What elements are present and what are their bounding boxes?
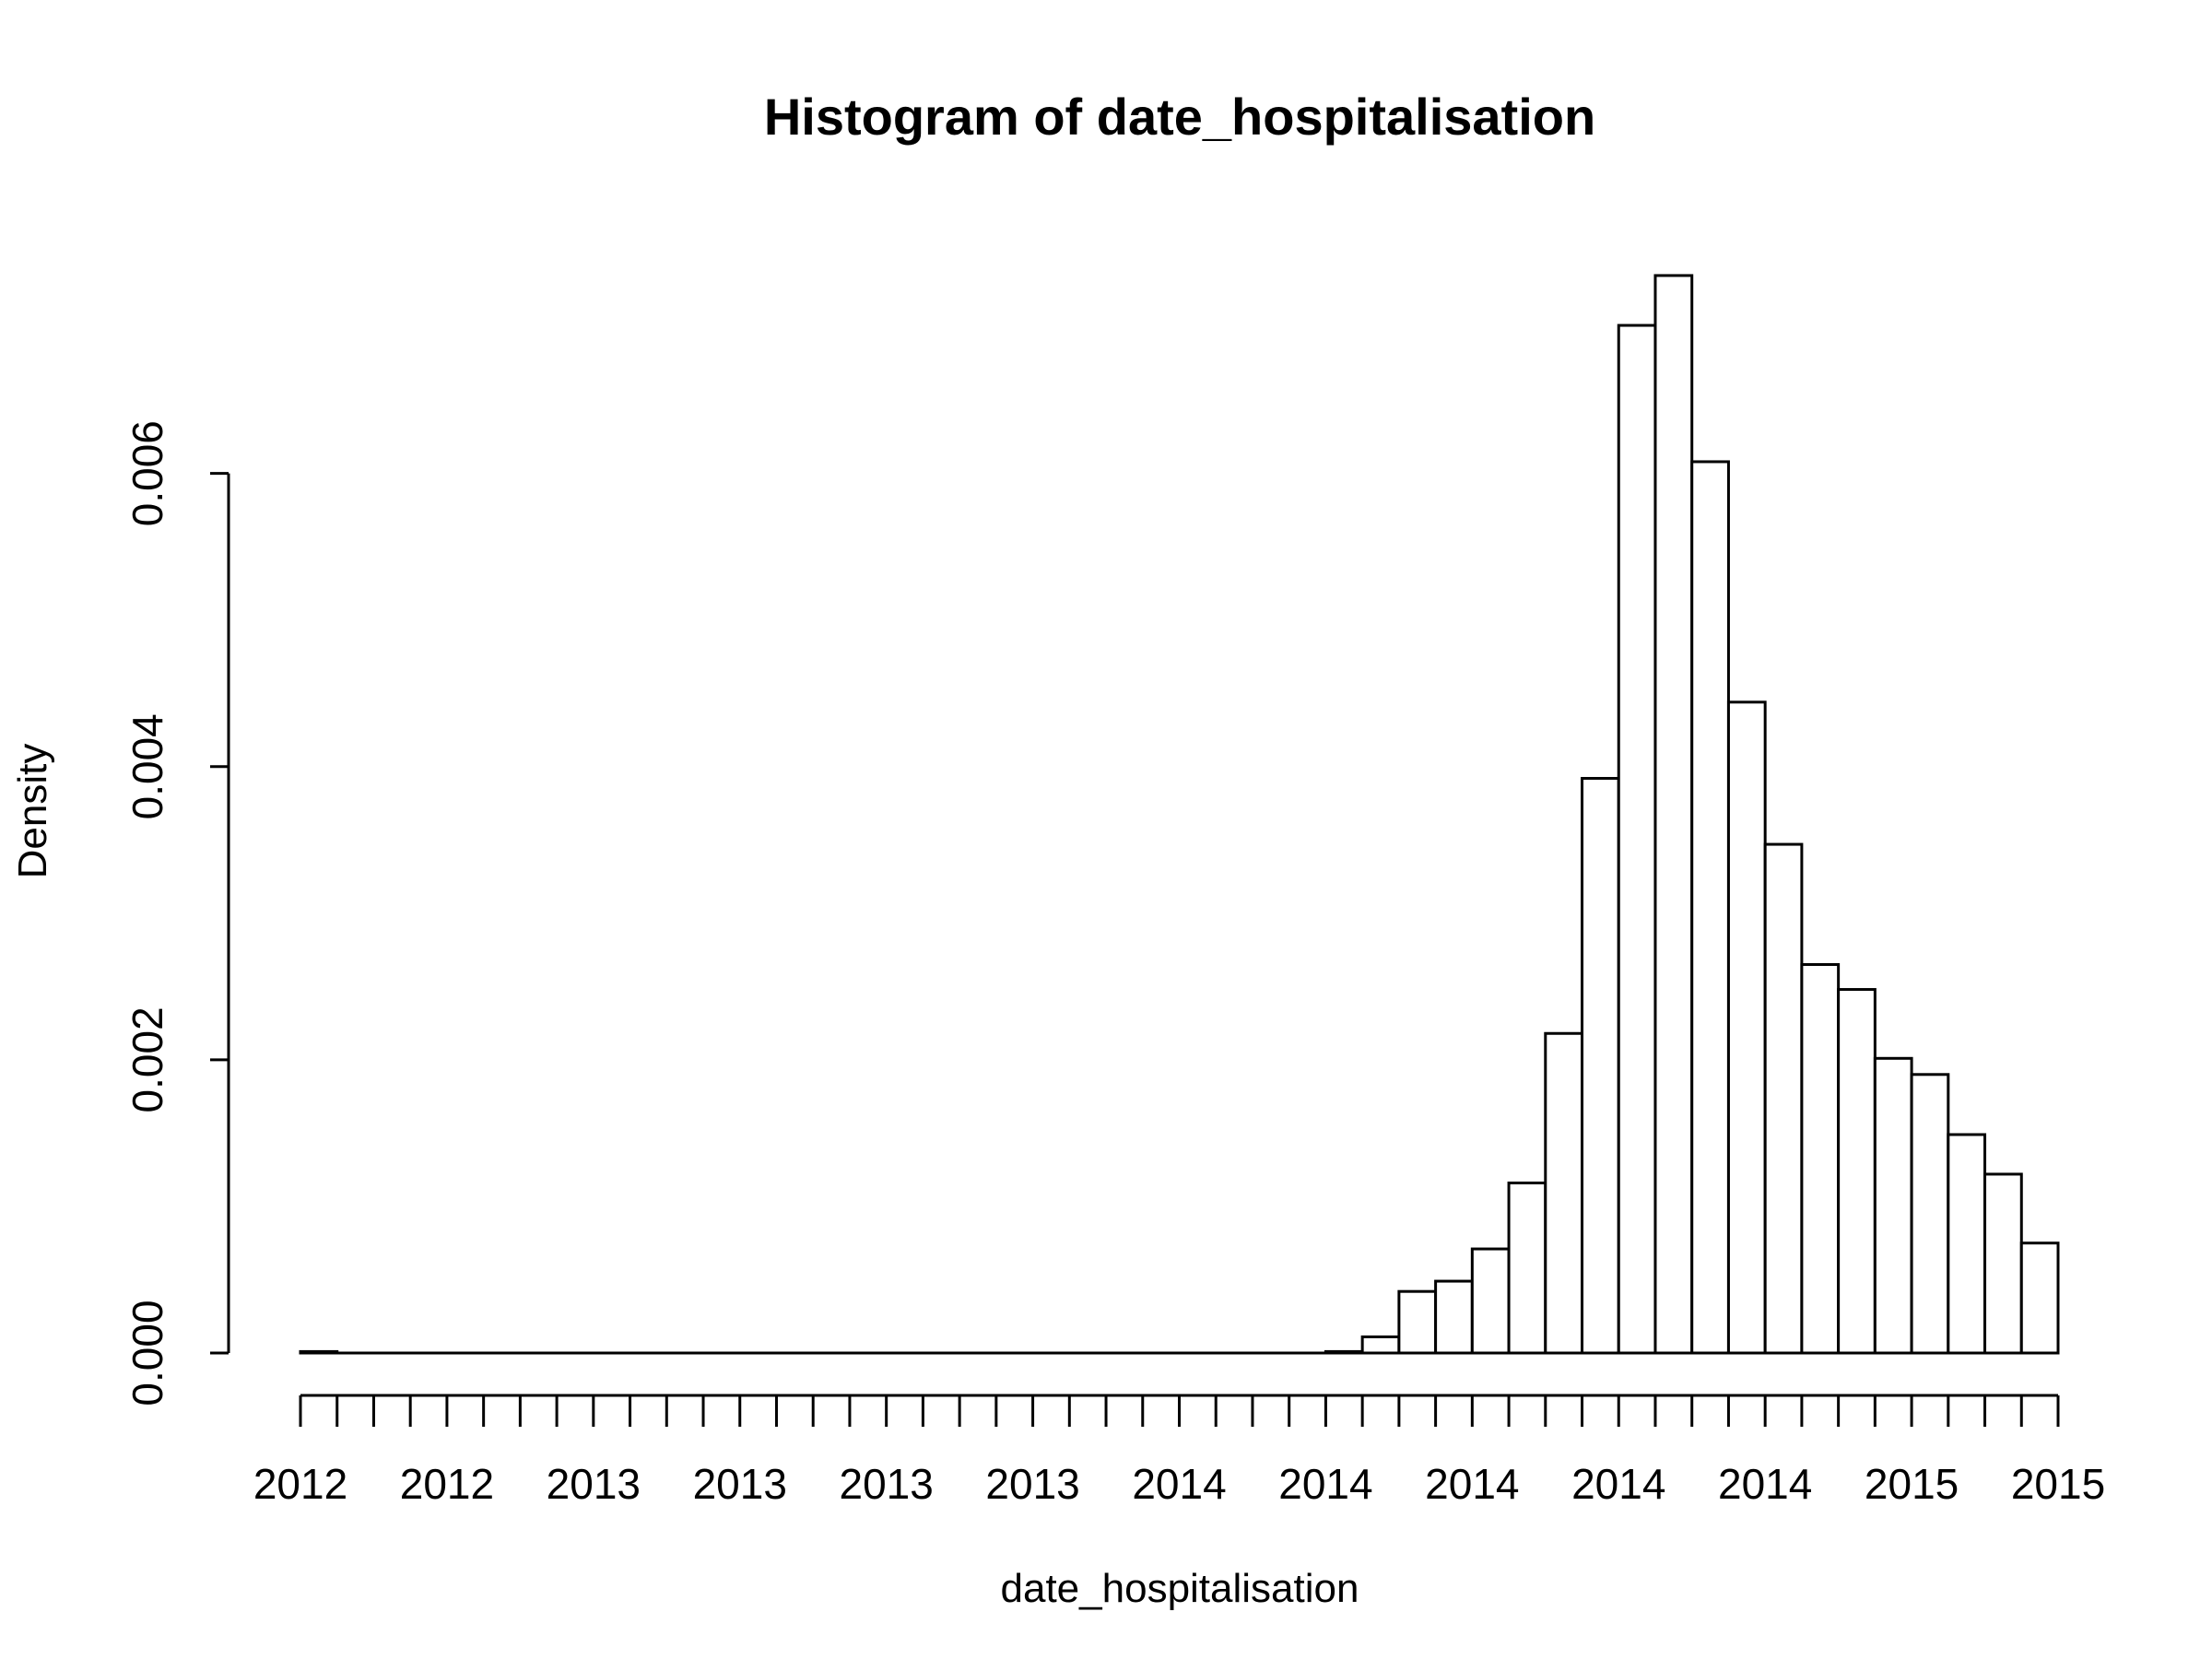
- x-tick-label: 2013: [839, 1460, 933, 1508]
- x-tick-label: 2013: [693, 1460, 787, 1508]
- x-tick-label: 2015: [2011, 1460, 2105, 1508]
- x-tick-label: 2014: [1571, 1460, 1665, 1508]
- x-tick-label: 2014: [1132, 1460, 1226, 1508]
- histogram-bar: [1653, 274, 1694, 1355]
- histogram-bar: [1360, 1335, 1401, 1355]
- histogram-bar: [1434, 1279, 1474, 1355]
- bars-group: [299, 274, 2060, 1355]
- histogram-bar: [1544, 1031, 1584, 1355]
- x-tick-label: 2013: [985, 1460, 1079, 1508]
- y-tick-label: 0.002: [124, 1006, 171, 1112]
- histogram-bar: [1800, 963, 1841, 1355]
- x-tick-label: 2014: [1718, 1460, 1812, 1508]
- histogram-bar: [1873, 1056, 1913, 1355]
- histogram-bar: [1690, 460, 1730, 1355]
- x-tick-label: 2013: [547, 1460, 641, 1508]
- histogram-bar: [1581, 777, 1620, 1355]
- histogram-bar: [1910, 1073, 1950, 1355]
- x-axis: 2012 2012 2013 2013 2013 2013 2014 2014 2014 2014…: [253, 1394, 2105, 1508]
- histogram-bar: [1397, 1289, 1438, 1355]
- y-tick-label: 0.004: [124, 713, 171, 819]
- x-tick-label: 2014: [1425, 1460, 1519, 1508]
- y-tick-label: 0.006: [124, 420, 171, 526]
- histogram-bar: [1726, 700, 1767, 1355]
- x-axis-label: date_hospitalisation: [1001, 1566, 1359, 1611]
- y-axis-label: Density: [10, 744, 55, 879]
- histogram-bar: [1617, 324, 1657, 1355]
- x-tick-label: 2012: [253, 1460, 347, 1508]
- x-tick-label: 2015: [1865, 1460, 1959, 1508]
- histogram-bar: [1470, 1247, 1511, 1355]
- histogram-bar: [1763, 842, 1804, 1355]
- chart-title: Histogram of date_hospitalisation: [764, 88, 1595, 146]
- histogram-bar: [1983, 1172, 2023, 1355]
- x-tick-label: 2014: [1278, 1460, 1372, 1508]
- x-tick-label: 2012: [400, 1460, 494, 1508]
- histogram-bar: [1947, 1133, 1987, 1355]
- y-axis: 0.000 0.002 0.004 0.006: [124, 420, 230, 1406]
- histogram-bar: [1837, 988, 1877, 1355]
- histogram-bar: [1507, 1182, 1547, 1355]
- histogram-bar: [2019, 1241, 2060, 1355]
- y-tick-label: 0.000: [124, 1300, 171, 1406]
